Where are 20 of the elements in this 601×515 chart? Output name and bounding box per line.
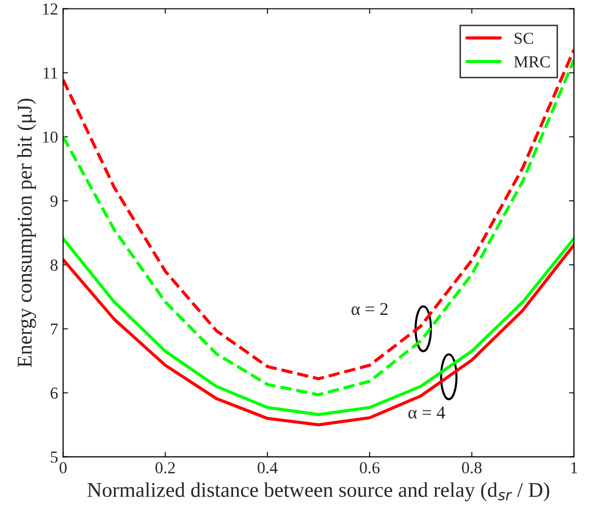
y-axis-title: Energy consumption per bit (μJ) <box>17 98 36 368</box>
y-tick-label: 11 <box>44 68 58 79</box>
x-tick-label: 0 <box>60 462 67 474</box>
x-tick-label: 0.6 <box>360 462 380 474</box>
y-tick-label: 8 <box>50 259 58 271</box>
x-tick-label: 0.2 <box>155 462 175 474</box>
y-tick-label: 6 <box>50 388 58 399</box>
annotation: α = 2 <box>352 302 388 316</box>
y-tick-label: 10 <box>43 131 58 143</box>
y-tick-label: 12 <box>43 4 58 15</box>
legend-label: MRC <box>514 56 550 68</box>
legend-label: SC <box>514 32 534 44</box>
x-tick-label: 0.4 <box>258 462 278 474</box>
x-axis-title: Normalized distance between source and relay (d$_{sr}$ / D) <box>87 482 550 502</box>
y-tick-label: 9 <box>50 196 58 207</box>
annotation: α = 4 <box>408 406 446 419</box>
x-tick-label: 0.8 <box>462 462 482 474</box>
y-tick-label: 5 <box>50 452 58 463</box>
y-tick-label: 7 <box>51 324 58 335</box>
x-tick-label: 1 <box>571 462 578 474</box>
